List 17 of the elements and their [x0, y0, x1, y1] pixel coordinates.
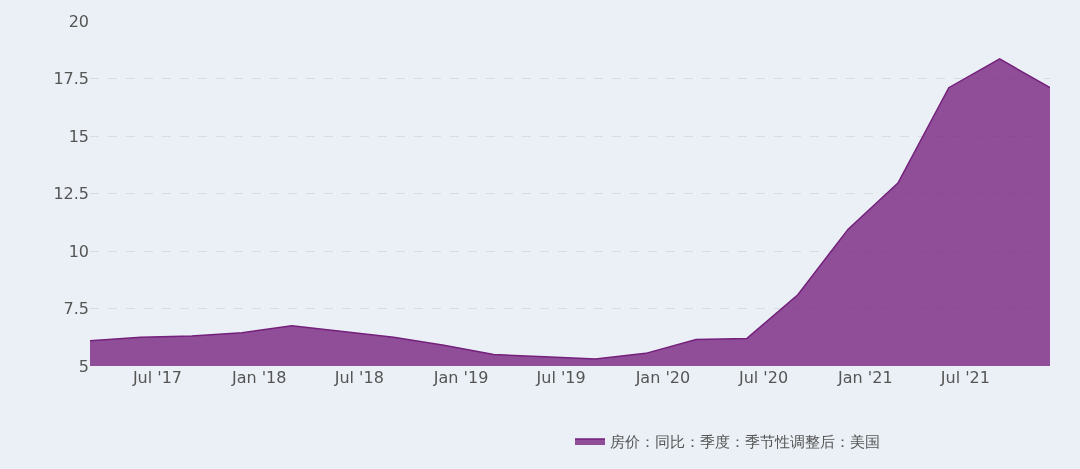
y-tick-label: 7.5 [63, 299, 89, 319]
x-tick-label: Jan '18 [230, 368, 287, 387]
y-tick-label: 12.5 [53, 184, 89, 204]
y-tick-label: 5 [78, 356, 89, 376]
x-tick-label: Jul '18 [333, 368, 384, 387]
legend-label: 房价：同比：季度：季节性调整后：美国 [610, 432, 880, 451]
x-tick-label: Jan '21 [837, 368, 893, 387]
x-tick-label: Jan '19 [432, 368, 489, 387]
x-tick-label: Jul '19 [535, 368, 586, 387]
x-tick-label: Jul '17 [131, 368, 183, 387]
y-tick-label: 15 [68, 126, 89, 146]
x-tick-label: Jul '21 [939, 368, 990, 387]
x-tick-label: Jan '20 [634, 368, 691, 387]
y-tick-label: 17.5 [53, 69, 89, 89]
y-tick-label: 10 [68, 241, 89, 261]
y-tick-label: 20 [68, 11, 89, 31]
x-tick-label: Jul '20 [737, 368, 789, 387]
